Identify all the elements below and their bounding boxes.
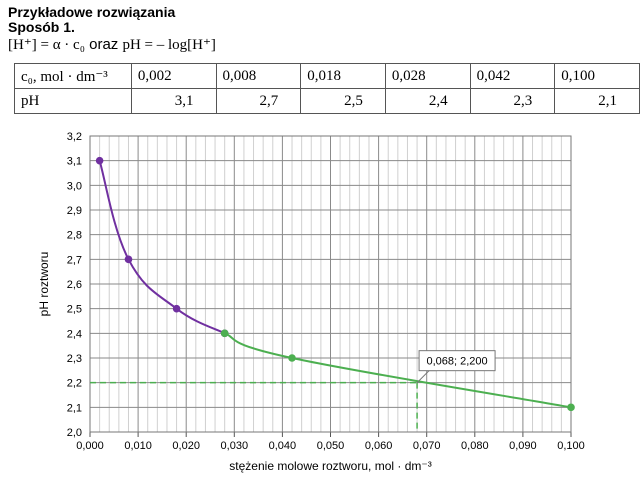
cell: 0,028 xyxy=(384,63,471,89)
data-point xyxy=(95,156,104,165)
table-row-ph: pH 3,1 2,7 2,5 2,4 2,3 2,1 xyxy=(14,88,640,114)
x-tick-label: 0,050 xyxy=(317,440,345,452)
data-point xyxy=(124,255,133,264)
x-tick-label: 0,070 xyxy=(413,440,441,452)
cell: 2,5 xyxy=(300,88,386,114)
cell: 0,008 xyxy=(215,63,302,89)
cell: 2,4 xyxy=(384,88,471,114)
y-tick-label: 2,2 xyxy=(67,378,82,390)
y-tick-label: 3,0 xyxy=(67,180,82,192)
y-tick-label: 2,3 xyxy=(67,353,82,365)
y-axis-label: pH roztworu xyxy=(37,252,51,317)
data-point xyxy=(288,354,296,362)
data-table: c₀, mol · dm⁻³ 0,002 0,008 0,018 0,028 0… xyxy=(14,63,640,114)
y-tick-label: 2,8 xyxy=(67,230,82,242)
annotation-box xyxy=(418,350,496,372)
y-tick-label: 3,1 xyxy=(67,156,82,168)
plot-frame xyxy=(89,135,572,433)
x-tick-label: 0,040 xyxy=(269,440,297,452)
y-tick-label: 2,0 xyxy=(67,427,82,439)
table-row-c0: c₀, mol · dm⁻³ 0,002 0,008 0,018 0,028 0… xyxy=(14,63,640,89)
cell: 0,002 xyxy=(130,63,217,89)
formula-oraz: oraz xyxy=(84,36,123,53)
x-axis-label: stężenie molowe roztworu, mol · dm⁻³ xyxy=(229,459,431,473)
formula-part2: pH = – log[H⁺] xyxy=(122,37,216,53)
cell: 2,3 xyxy=(469,88,556,114)
x-tick-label: 0,080 xyxy=(461,440,489,452)
row-label: c₀, mol · dm⁻³ xyxy=(14,63,132,89)
y-tick-label: 3,2 xyxy=(67,131,82,143)
y-tick-label: 2,9 xyxy=(67,205,82,217)
cell: 2,1 xyxy=(554,88,640,114)
method-label: Sposób 1. xyxy=(8,19,75,35)
x-tick-label: 0,090 xyxy=(509,440,537,452)
x-tick-label: 0,060 xyxy=(365,440,393,452)
y-tick-label: 2,1 xyxy=(67,402,82,414)
annotation-label: 0,068; 2,200 xyxy=(426,356,487,368)
y-tick-label: 2,5 xyxy=(67,304,82,316)
cell: 0,018 xyxy=(300,63,386,89)
y-tick-label: 2,4 xyxy=(67,328,82,340)
series-line-extrapolated xyxy=(224,332,572,409)
x-tick-label: 0,000 xyxy=(76,440,104,452)
cell: 3,1 xyxy=(130,88,217,114)
cell: 2,7 xyxy=(215,88,302,114)
x-tick-label: 0,030 xyxy=(221,440,249,452)
row-label: pH xyxy=(14,88,132,114)
series-line-measured xyxy=(98,160,226,335)
data-point xyxy=(220,329,229,338)
y-tick-label: 2,6 xyxy=(67,279,82,291)
x-tick-label: 0,100 xyxy=(557,440,585,452)
y-tick-label: 2,7 xyxy=(67,254,82,266)
x-tick-label: 0,020 xyxy=(172,440,200,452)
data-point xyxy=(172,304,181,313)
heading: Przykładowe rozwiązania xyxy=(8,4,176,20)
formula: [H⁺] = α · c₀ oraz pH = – log[H⁺] xyxy=(8,35,216,54)
data-point xyxy=(567,403,575,412)
formula-part1: [H⁺] = α · c₀ xyxy=(8,37,85,53)
x-tick-label: 0,010 xyxy=(124,440,152,452)
